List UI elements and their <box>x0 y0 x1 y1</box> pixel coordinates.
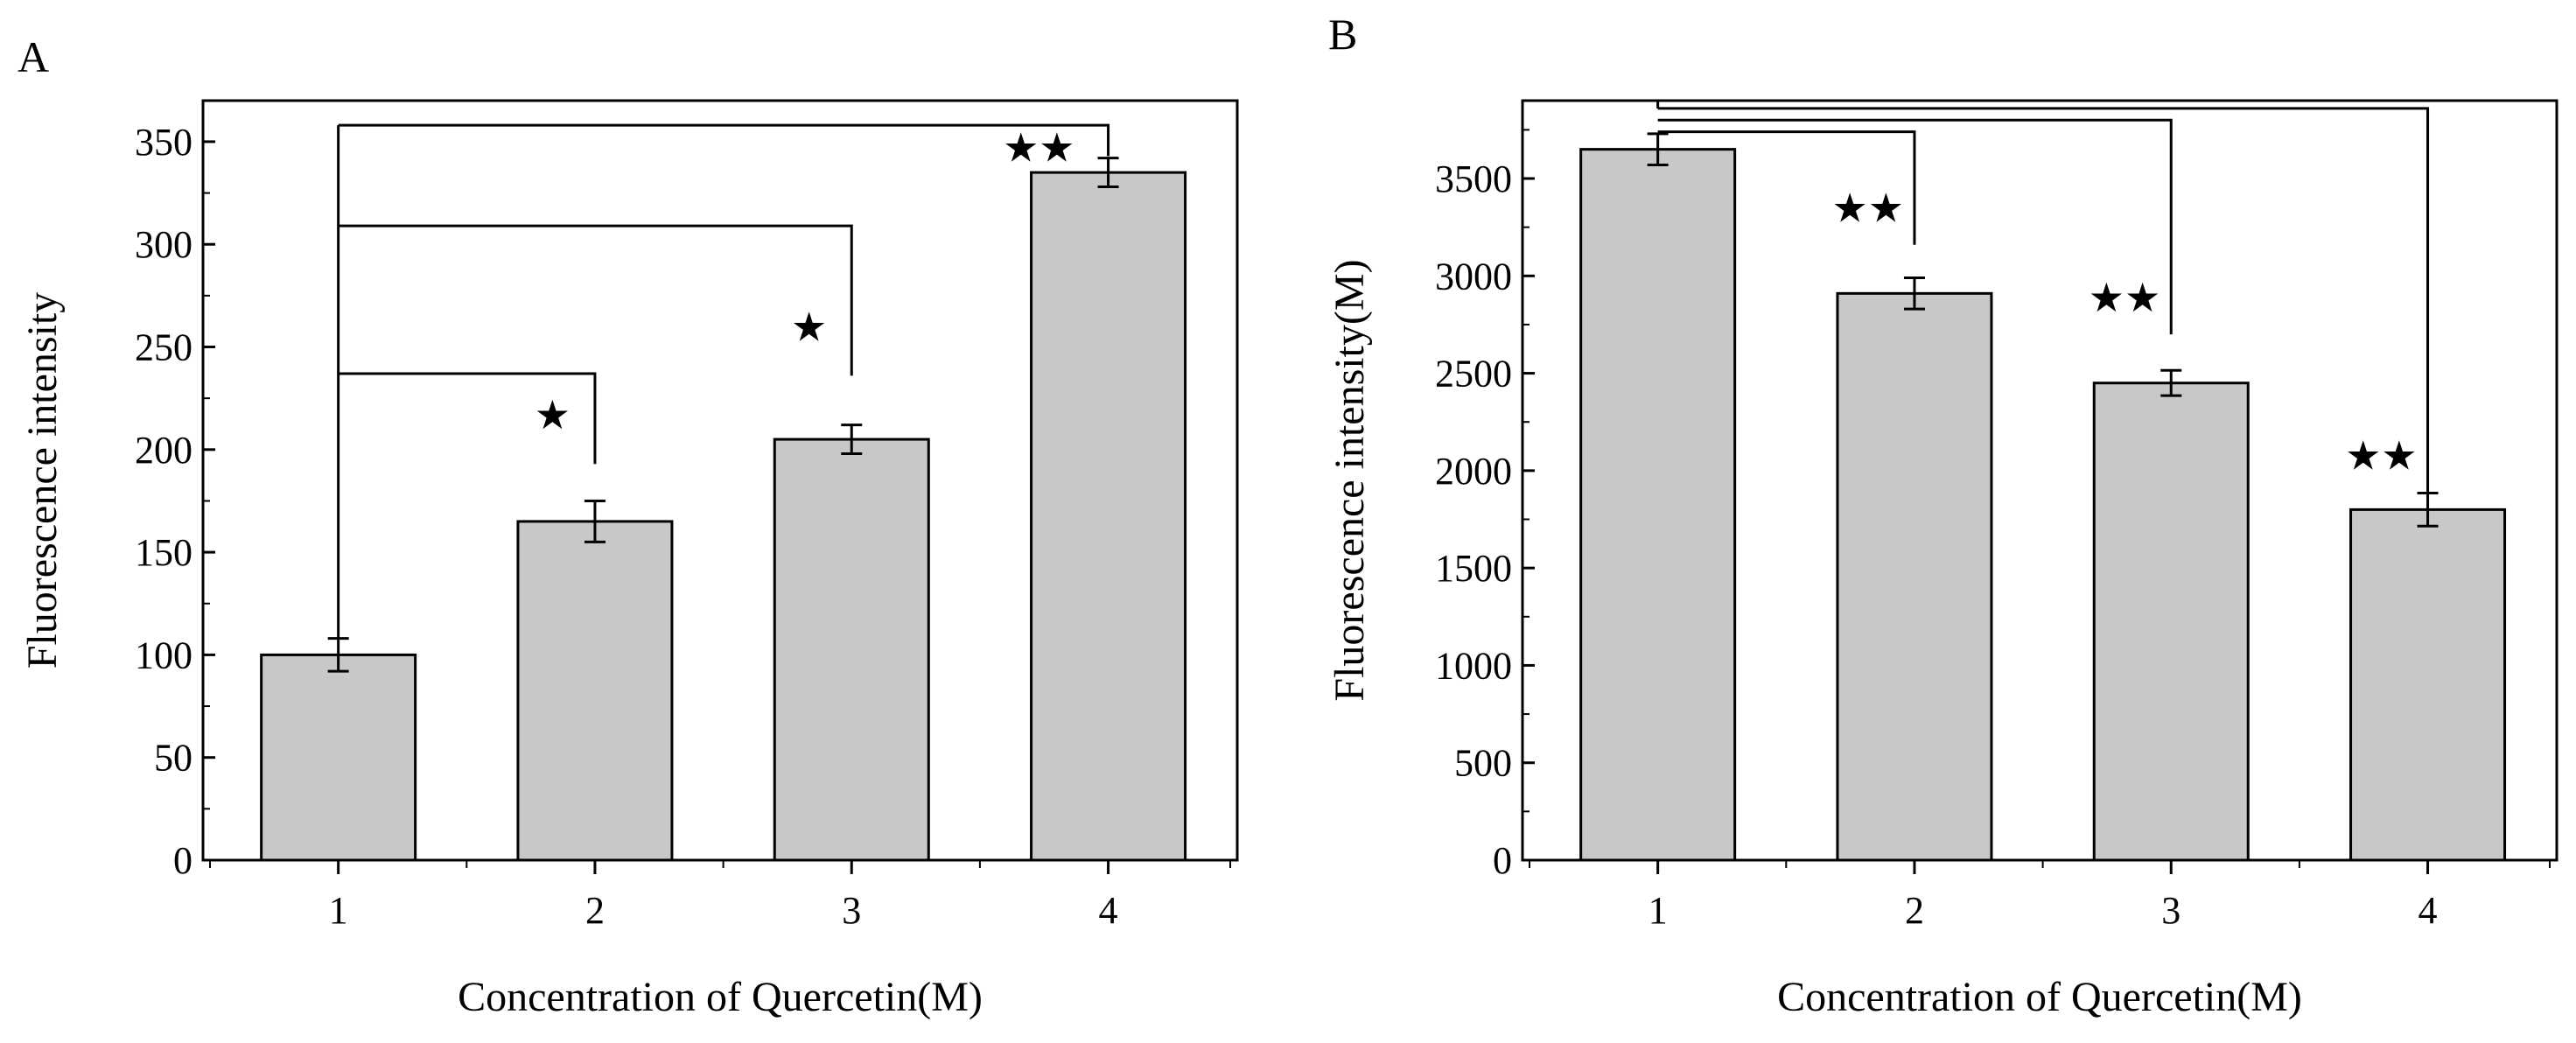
panel-a-error-bars <box>327 157 1119 673</box>
bracket-1-2 <box>1657 130 1916 245</box>
y-tick-label-1000: 1000 <box>1435 644 1512 687</box>
panel-b-chart: B ★★ ★★ ★★ 0 500 1000 1500 2000 2500 3000 3500 1 2… <box>1326 10 2558 1020</box>
bar-4 <box>1030 171 1187 862</box>
panel-b-letter: B <box>1328 10 1357 59</box>
panel-a-letter: A <box>18 32 49 81</box>
panel-b-x-ticks: 1 2 3 4 <box>1529 860 2551 932</box>
panel-b-plot-frame <box>1521 99 2558 862</box>
x-tick-label-4: 4 <box>1099 889 1118 932</box>
panel-a-plot-frame <box>201 99 1239 862</box>
panel-a-significance-brackets: ★★★★ <box>337 123 1110 639</box>
y-tick-label-250: 250 <box>135 326 192 369</box>
bracket-1-4 <box>338 123 1110 157</box>
x-tick-label-1: 1 <box>1648 889 1668 932</box>
y-tick-label-50: 50 <box>154 737 192 780</box>
bracket-1-3 <box>338 224 853 376</box>
x-tick-label-4: 4 <box>2418 889 2438 932</box>
y-tick-label-100: 100 <box>135 634 192 676</box>
panel-b-bars <box>1579 148 2507 862</box>
significance-marker-4: ★★ <box>2345 431 2417 479</box>
panel-b-x-axis-label: Concentration of Quercetin(M) <box>1777 974 2302 1020</box>
y-tick-label-0: 0 <box>173 839 192 882</box>
bar-4 <box>2349 508 2507 862</box>
bar-1 <box>1579 148 1737 862</box>
y-tick-label-3000: 3000 <box>1435 255 1512 298</box>
y-tick-label-3500: 3500 <box>1435 158 1512 200</box>
panel-a-y-ticks: 0 50 100 150 200 250 300 350 <box>135 121 215 882</box>
bar-1 <box>260 653 417 862</box>
x-tick-label-1: 1 <box>329 889 348 932</box>
panel-a-y-axis-label: Fluorescence intensity <box>19 292 66 669</box>
panel-b-error-bars <box>1647 132 2439 528</box>
x-tick-label-3: 3 <box>2161 889 2180 932</box>
y-tick-label-2000: 2000 <box>1435 450 1512 493</box>
y-tick-label-350: 350 <box>135 121 192 164</box>
bar-2 <box>1836 291 1993 862</box>
y-tick-label-0: 0 <box>1493 839 1512 882</box>
bar-2 <box>516 520 674 862</box>
panel-b-y-axis-label: Fluorescence intensity(M) <box>1326 259 1373 701</box>
y-tick-label-150: 150 <box>135 531 192 574</box>
significance-marker-2: ★ <box>535 391 570 438</box>
bar-3 <box>773 438 930 862</box>
significance-marker-4: ★★ <box>1003 123 1074 171</box>
significance-marker-3: ★ <box>791 303 827 350</box>
significance-marker-3: ★★ <box>2089 274 2160 321</box>
y-tick-label-2500: 2500 <box>1435 353 1512 396</box>
bracket-1-3 <box>1657 118 2173 335</box>
y-tick-label-300: 300 <box>135 223 192 266</box>
y-tick-label-1500: 1500 <box>1435 547 1512 590</box>
bracket-1-2 <box>338 372 597 465</box>
x-tick-label-2: 2 <box>585 889 605 932</box>
panel-b-significance-brackets: ★★ ★★ ★★ <box>1656 101 2430 493</box>
bracket-1-4 <box>1657 107 2430 493</box>
panel-a-x-ticks: 1 2 3 4 <box>209 860 1231 932</box>
y-tick-label-200: 200 <box>135 429 192 472</box>
panel-a-x-axis-label: Concentration of Quercetin(M) <box>458 974 983 1020</box>
significance-marker-2: ★★ <box>1831 185 1903 232</box>
x-tick-label-3: 3 <box>842 889 861 932</box>
panel-b-y-ticks: 0 500 1000 1500 2000 2500 3000 3500 <box>1435 129 1535 882</box>
bar-3 <box>2092 382 2250 862</box>
x-tick-label-2: 2 <box>1905 889 1924 932</box>
y-tick-label-500: 500 <box>1454 742 1512 785</box>
panel-a-bars <box>260 171 1187 862</box>
